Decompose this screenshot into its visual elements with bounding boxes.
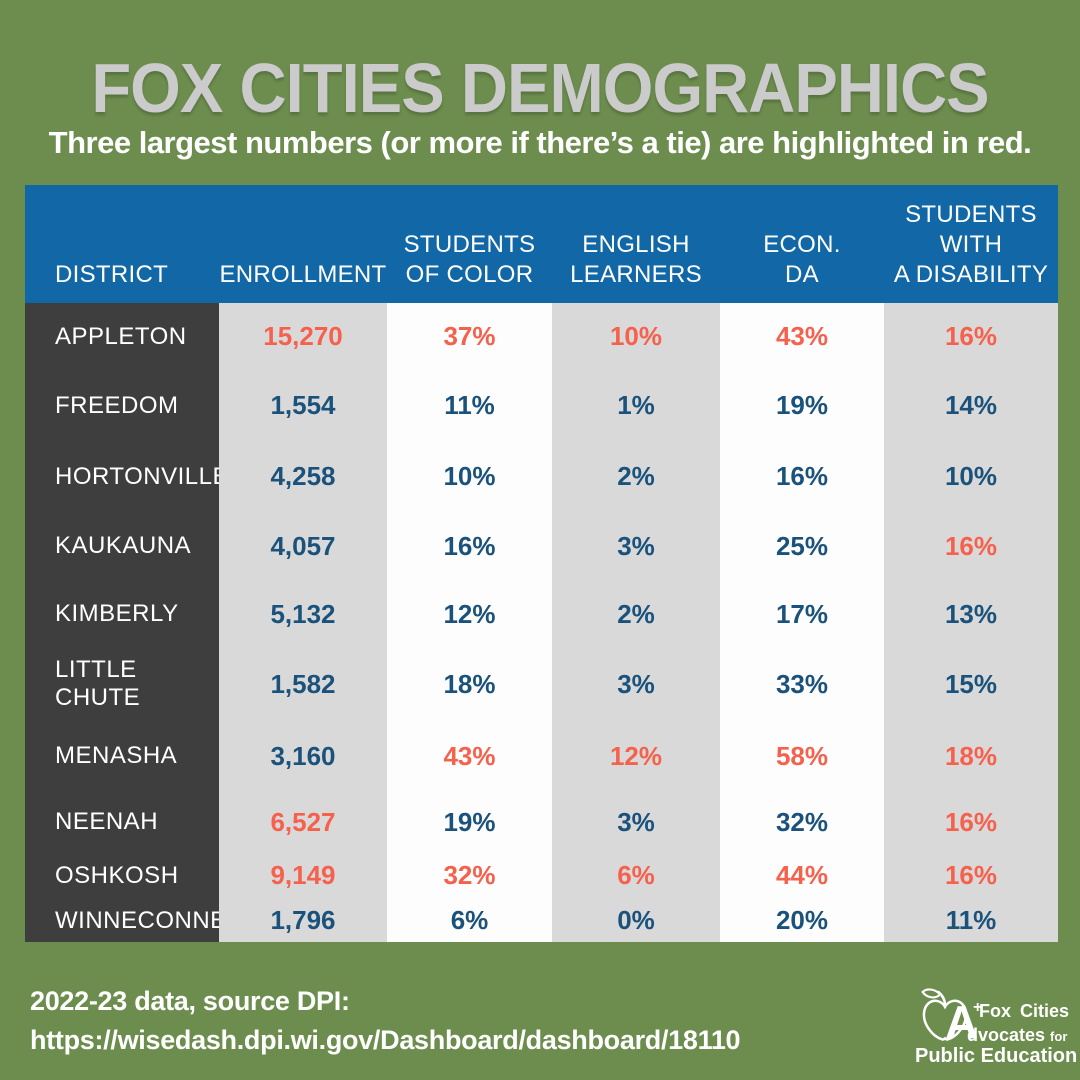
table-row-winneconne: WINNECONNE 1,796 6% 0% 20% 11%: [25, 899, 1058, 942]
econ-da-cell: 33%: [720, 648, 884, 720]
students-with-disability-cell: 10%: [884, 441, 1058, 512]
district-name: KIMBERLY: [25, 580, 219, 648]
table-row-kaukauna: KAUKAUNA 4,057 16% 3% 25% 16%: [25, 512, 1058, 580]
students-of-color-cell: 19%: [387, 792, 552, 852]
org-logo: A + Fox Cities dvocates for Public Educat…: [915, 985, 1077, 1070]
econ-da-cell: 58%: [720, 720, 884, 792]
enrollment-cell: 3,160: [219, 720, 387, 792]
students-of-color-cell: 16%: [387, 512, 552, 580]
logo-for-text: for: [1050, 1029, 1068, 1044]
table-row-little-chute: LITTLE CHUTE 1,582 18% 3% 33% 15%: [25, 648, 1058, 720]
source-url: https://wisedash.dpi.wi.gov/Dashboard/da…: [30, 1025, 741, 1056]
district-name: KAUKAUNA: [25, 512, 219, 580]
demographics-table: DISTRICT ENROLLMENT STUDENTS OF COLOR EN…: [25, 185, 1058, 942]
english-learners-cell: 1%: [552, 370, 720, 441]
students-with-disability-cell: 16%: [884, 852, 1058, 899]
district-name: HORTONVILLE: [25, 441, 229, 512]
students-with-disability-cell: 16%: [884, 792, 1058, 852]
table-row-neenah: NEENAH 6,527 19% 3% 32% 16%: [25, 792, 1058, 852]
table-body: APPLETON 15,270 37% 10% 43% 16% FREEDOM …: [25, 303, 1058, 942]
enrollment-cell: 4,258: [219, 441, 387, 512]
enrollment-cell: 5,132: [219, 580, 387, 648]
econ-da-cell: 16%: [720, 441, 884, 512]
district-name: APPLETON: [25, 303, 219, 370]
column-header-enrollment: ENROLLMENT: [219, 261, 387, 288]
students-of-color-cell: 11%: [387, 370, 552, 441]
source-line: 2022-23 data, source DPI:: [30, 986, 350, 1016]
english-learners-cell: 10%: [552, 303, 720, 370]
enrollment-cell: 9,149: [219, 852, 387, 899]
district-name: NEENAH: [25, 792, 219, 852]
econ-da-cell: 17%: [720, 580, 884, 648]
apple-icon: [921, 988, 968, 1041]
district-name: OSHKOSH: [25, 852, 219, 899]
students-with-disability-cell: 15%: [884, 648, 1058, 720]
students-with-disability-cell: 13%: [884, 580, 1058, 648]
enrollment-cell: 1,582: [219, 648, 387, 720]
students-of-color-cell: 37%: [387, 303, 552, 370]
page-title: FOX CITIES DEMOGRAPHICS: [91, 49, 989, 127]
students-with-disability-cell: 14%: [884, 370, 1058, 441]
column-header-district: DISTRICT: [55, 261, 169, 288]
students-of-color-cell: 6%: [387, 899, 552, 942]
logo-org-name-top: Fox Cities: [979, 1001, 1070, 1021]
column-header-english-learners: ENGLISH LEARNERS: [570, 231, 702, 288]
district-name: MENASHA: [25, 720, 219, 792]
econ-da-cell: 19%: [720, 370, 884, 441]
english-learners-cell: 12%: [552, 720, 720, 792]
column-header-students-with-disability: STUDENTS WITH A DISABILITY: [893, 201, 1049, 288]
column-header-econ-da: ECON. DA: [763, 231, 841, 288]
source-note: 2022-23 data, source DPI: https://wiseda…: [30, 982, 741, 1060]
english-learners-cell: 2%: [552, 580, 720, 648]
logo-initial: A: [945, 996, 979, 1048]
english-learners-cell: 3%: [552, 512, 720, 580]
english-learners-cell: 2%: [552, 441, 720, 512]
students-of-color-cell: 32%: [387, 852, 552, 899]
students-of-color-cell: 18%: [387, 648, 552, 720]
english-learners-cell: 0%: [552, 899, 720, 942]
district-name: FREEDOM: [25, 370, 219, 441]
econ-da-cell: 44%: [720, 852, 884, 899]
table-row-freedom: FREEDOM 1,554 11% 1% 19% 14%: [25, 370, 1058, 441]
column-header-students-of-color: STUDENTS OF COLOR: [403, 231, 536, 288]
table-row-menasha: MENASHA 3,160 43% 12% 58% 18%: [25, 720, 1058, 792]
students-with-disability-cell: 18%: [884, 720, 1058, 792]
econ-da-cell: 43%: [720, 303, 884, 370]
students-of-color-cell: 10%: [387, 441, 552, 512]
econ-da-cell: 25%: [720, 512, 884, 580]
logo-org-name-middle: dvocates for: [967, 1025, 1067, 1046]
district-name: LITTLE CHUTE: [25, 648, 219, 720]
students-with-disability-cell: 11%: [884, 899, 1058, 942]
logo-advocates-text: dvocates: [967, 1025, 1046, 1045]
students-of-color-cell: 43%: [387, 720, 552, 792]
enrollment-cell: 15,270: [219, 303, 387, 370]
logo-org-name-bottom: Public Education: [915, 1045, 1078, 1067]
english-learners-cell: 3%: [552, 792, 720, 852]
econ-da-cell: 20%: [720, 899, 884, 942]
enrollment-cell: 4,057: [219, 512, 387, 580]
enrollment-cell: 1,554: [219, 370, 387, 441]
plus-icon: +: [973, 999, 983, 1016]
english-learners-cell: 3%: [552, 648, 720, 720]
table-header-row: DISTRICT ENROLLMENT STUDENTS OF COLOR EN…: [25, 185, 1058, 303]
district-name: WINNECONNE: [25, 899, 226, 942]
table-row-appleton: APPLETON 15,270 37% 10% 43% 16%: [25, 303, 1058, 370]
students-with-disability-cell: 16%: [884, 512, 1058, 580]
page-subtitle: Three largest numbers (or more if there’…: [48, 125, 1032, 160]
english-learners-cell: 6%: [552, 852, 720, 899]
students-with-disability-cell: 16%: [884, 303, 1058, 370]
table-row-kimberly: KIMBERLY 5,132 12% 2% 17% 13%: [25, 580, 1058, 648]
table-row-hortonville: HORTONVILLE 4,258 10% 2% 16% 10%: [25, 441, 1058, 512]
table-row-oshkosh: OSHKOSH 9,149 32% 6% 44% 16%: [25, 852, 1058, 899]
enrollment-cell: 1,796: [219, 899, 387, 942]
econ-da-cell: 32%: [720, 792, 884, 852]
enrollment-cell: 6,527: [219, 792, 387, 852]
students-of-color-cell: 12%: [387, 580, 552, 648]
